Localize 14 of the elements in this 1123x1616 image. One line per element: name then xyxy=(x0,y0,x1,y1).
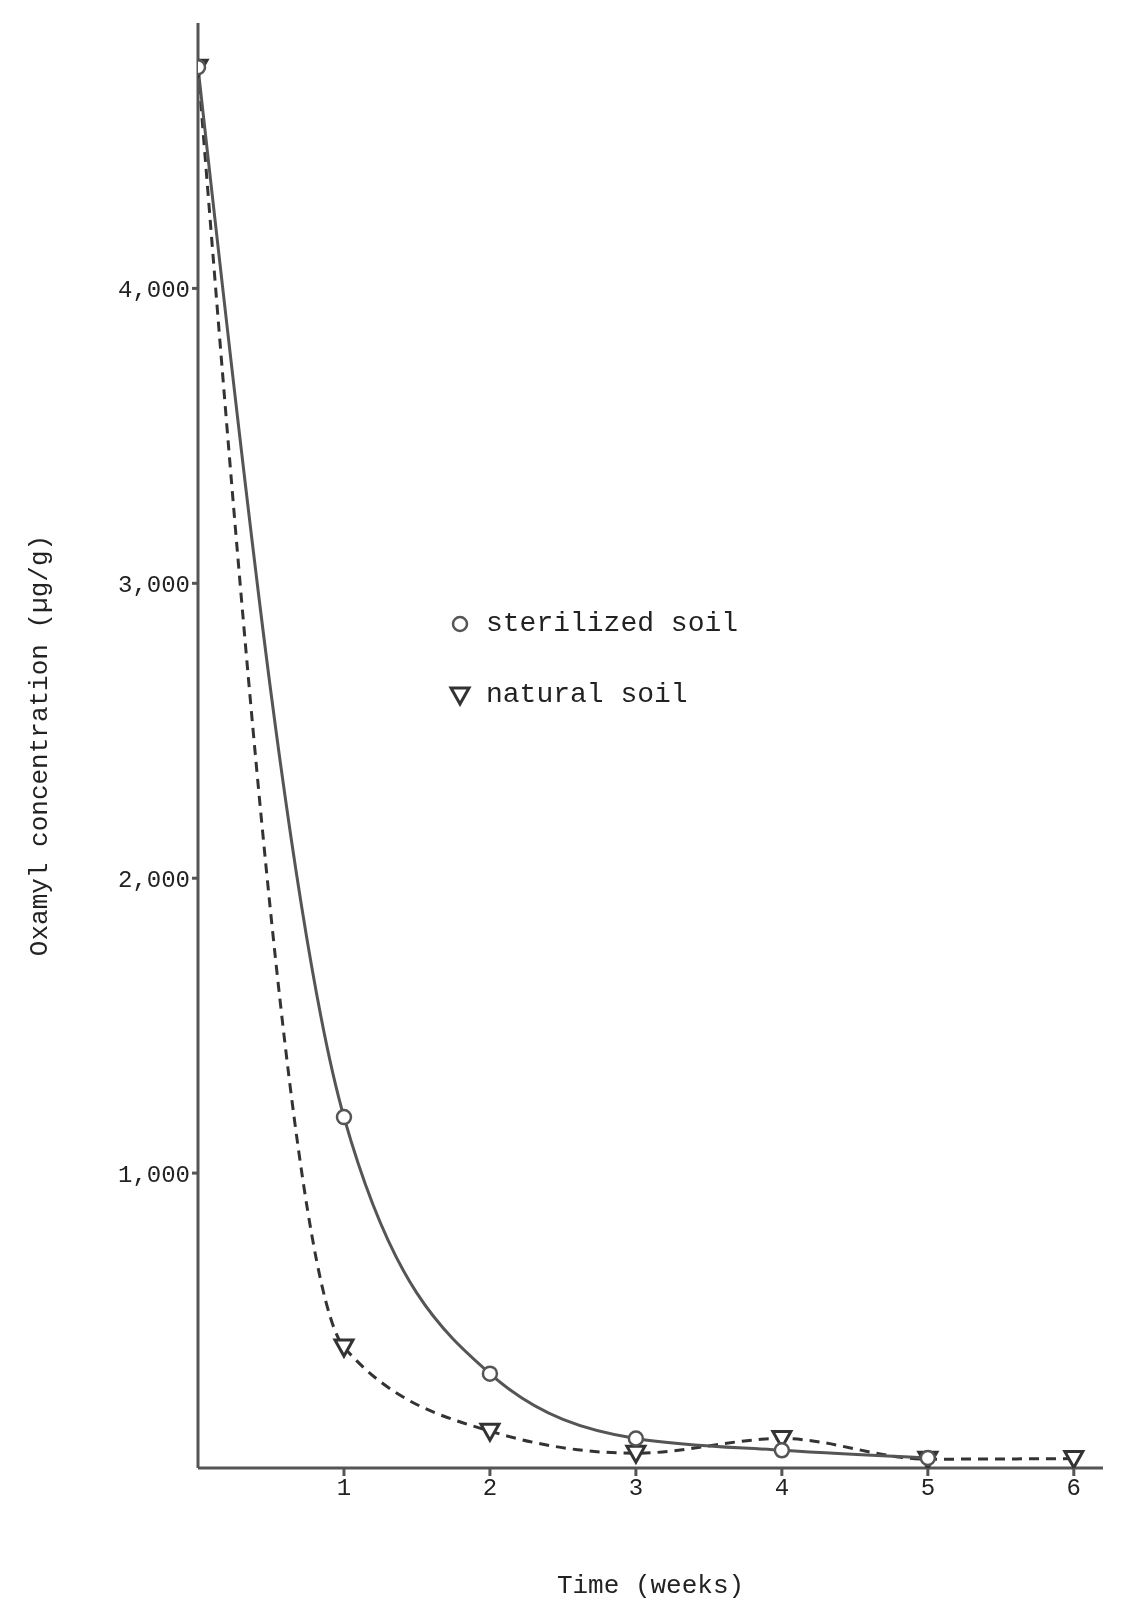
x-tick-label: 1 xyxy=(336,1475,352,1503)
legend-label: natural soil xyxy=(486,679,688,710)
x-tick-label: 4 xyxy=(774,1475,790,1503)
x-tick-label: 6 xyxy=(1066,1475,1082,1503)
y-tick-label: 4,000 xyxy=(117,276,190,304)
x-tick-label: 2 xyxy=(482,1475,498,1503)
y-tick-label: 1,000 xyxy=(117,1161,190,1189)
legend-label: sterilized soil xyxy=(486,608,739,639)
x-tick-label: 3 xyxy=(628,1475,644,1503)
y-tick-label: 2,000 xyxy=(117,866,190,894)
y-axis-title: Oxamyl concentration (µg/g) xyxy=(25,534,56,957)
x-tick-label: 5 xyxy=(920,1475,936,1503)
y-tick-label: 3,000 xyxy=(117,571,190,599)
x-axis-title: Time (weeks) xyxy=(556,1571,745,1601)
